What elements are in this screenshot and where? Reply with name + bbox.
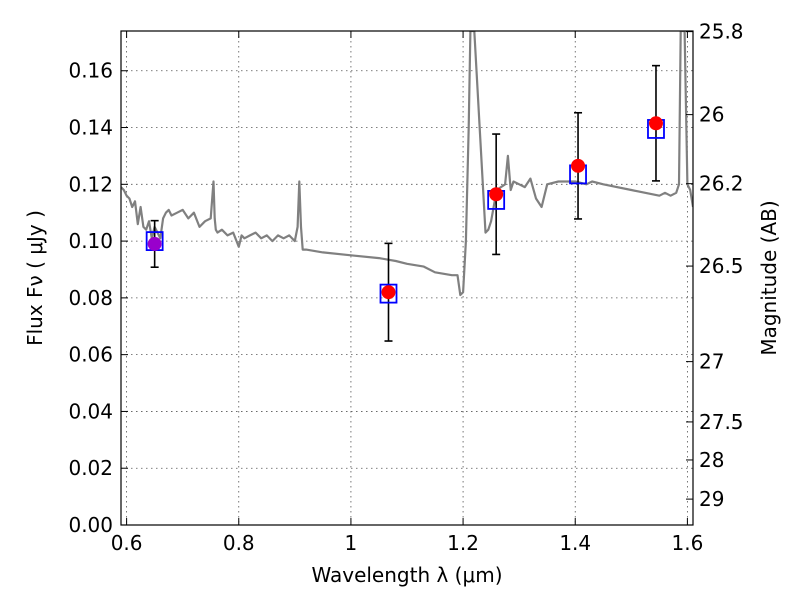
error-bars [150, 64, 660, 342]
data-point [571, 158, 586, 173]
y-tick-label: 0.16 [68, 59, 113, 83]
data-point [381, 285, 396, 300]
x-axis-label: Wavelength λ (μm) [311, 563, 502, 587]
data-markers [145, 116, 665, 304]
y-axis-label: Flux Fν ( μJy ) [23, 210, 47, 346]
model-spectrum [121, 31, 693, 297]
y-tick-label: 0.06 [68, 343, 113, 367]
data-point [489, 187, 504, 202]
y-tick-label: 0.14 [68, 116, 113, 140]
spectrum-line [121, 31, 693, 297]
x-tick-label: 1.6 [671, 531, 703, 555]
mag-tick-label: 29 [699, 487, 724, 511]
y-tick-label: 0.12 [68, 172, 113, 196]
plot-frame [120, 30, 694, 526]
tick-labels: 0.6 0.8 1 1.2 1.4 1.6 0.00 0.02 0.04 0.06 0.08 0.10… [68, 20, 743, 555]
x-tick-label: 1.4 [559, 531, 591, 555]
mag-tick-label: 26 [699, 103, 724, 127]
x-tick-label: 1 [345, 531, 358, 555]
model-square-marker [379, 283, 398, 304]
y-tick-label: 0.08 [68, 286, 113, 310]
y-tick-label: 0.00 [68, 513, 113, 537]
y-tick-label: 0.02 [68, 456, 113, 480]
mag-tick-label: 26.5 [699, 254, 744, 278]
y-tick-label: 0.04 [68, 399, 113, 423]
mag-tick-label: 28 [699, 448, 724, 472]
axis-ticks [121, 31, 693, 526]
x-tick-label: 0.6 [111, 531, 143, 555]
x-tick-label: 0.8 [223, 531, 255, 555]
grid [121, 31, 693, 526]
mag-tick-label: 25.8 [699, 20, 744, 44]
x-tick-label: 1.2 [447, 531, 479, 555]
mag-tick-label: 27 [699, 350, 724, 374]
data-point [147, 236, 162, 251]
right-axis-label: Magnitude (AB) [757, 200, 781, 355]
data-point [648, 116, 663, 131]
mag-tick-label: 26.2 [699, 172, 744, 196]
y-tick-label: 0.10 [68, 229, 113, 253]
mag-tick-label: 27.5 [699, 410, 744, 434]
